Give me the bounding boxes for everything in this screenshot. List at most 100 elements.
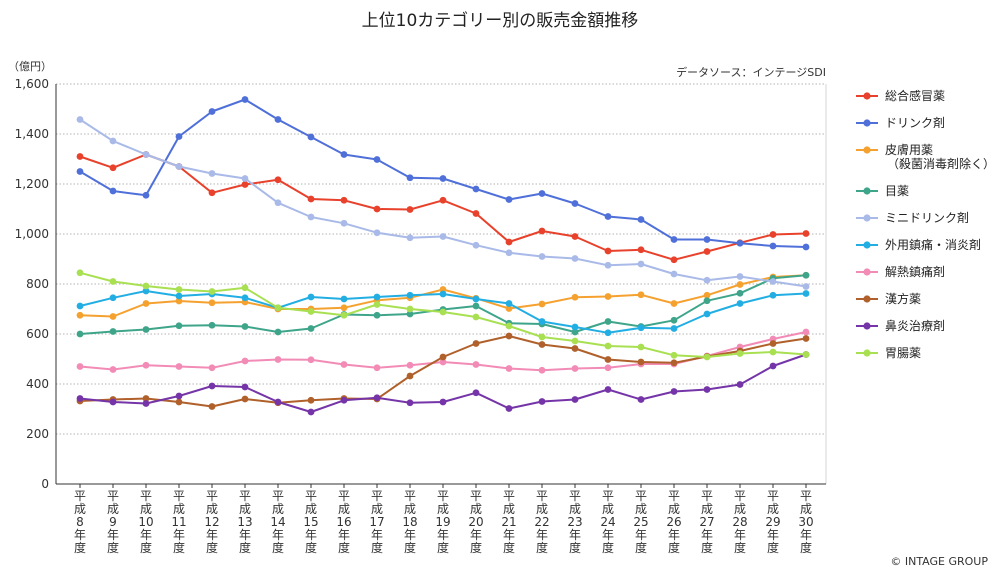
x-tick-label-part: 成 (668, 502, 680, 516)
x-tick-label-part: 30 (798, 515, 813, 529)
data-point (571, 255, 579, 262)
x-tick-label-part: 成 (239, 502, 251, 516)
data-point (538, 398, 546, 405)
data-point (571, 200, 579, 207)
x-tick-label-part: 成 (371, 502, 383, 516)
data-point (76, 269, 84, 277)
data-point (439, 175, 447, 182)
x-tick-label-part: 平 (272, 489, 284, 503)
y-tick-label: 600 (26, 327, 49, 341)
legend-label: 鼻炎治療剤 (885, 318, 945, 333)
data-point (109, 187, 117, 195)
legend-label: 漢方薬 (885, 291, 921, 306)
y-tick-label: 0 (41, 477, 49, 491)
x-tick-label-part: 平 (371, 489, 383, 503)
data-point (109, 398, 117, 406)
x-tick-label: 平成 11 年度 (171, 489, 186, 555)
data-point (571, 323, 579, 331)
y-tick-label: 1,600 (15, 77, 49, 91)
data-point (505, 238, 513, 246)
data-point (241, 175, 249, 182)
legend-label: 解熱鎮痛剤 (885, 264, 945, 279)
legend-swatch-marker (863, 214, 871, 222)
legend-label-line: 鼻炎治療剤 (885, 318, 945, 333)
data-point (439, 308, 447, 316)
x-tick-label-part: 19 (435, 515, 450, 529)
legend-label-line: 総合感冒薬 (885, 88, 945, 103)
x-tick-label-part: 23 (567, 515, 582, 529)
data-point (76, 330, 84, 338)
data-point (109, 328, 117, 335)
x-tick-label-part: 度 (437, 540, 449, 555)
legend-item-10: 胃腸薬 (856, 346, 921, 360)
x-tick-label-part: 年 (569, 528, 581, 542)
x-tick-label-part: 平 (437, 489, 449, 503)
x-tick-label-part: 度 (701, 540, 713, 555)
data-point (373, 205, 381, 213)
x-tick-label: 平成 8 年度 (74, 489, 86, 555)
data-point (703, 236, 711, 243)
y-tick-label: 800 (26, 277, 49, 291)
data-point (373, 364, 381, 372)
x-tick-label: 平成 15 年度 (303, 489, 318, 555)
data-point (175, 163, 183, 170)
chart-title: 上位10カテゴリー別の販売金額推移 (362, 10, 639, 31)
data-point (241, 323, 249, 330)
x-tick-label-part: 21 (501, 515, 516, 529)
x-tick-label-part: 年 (338, 528, 350, 542)
x-tick-label-part: 18 (402, 515, 417, 529)
data-point (241, 284, 249, 292)
x-tick-label-part: 平 (602, 489, 614, 503)
y-axis: 0 200 400 600 800 1,000 1,200 1,400 1,600 (15, 77, 827, 491)
x-tick-label-part: 年 (701, 528, 713, 542)
data-point (208, 288, 216, 295)
y-tick-label: 200 (26, 427, 49, 441)
data-point (571, 233, 579, 240)
data-point (373, 156, 381, 163)
data-point (307, 213, 315, 221)
y-tick-label: 1,400 (15, 127, 49, 141)
data-point (802, 271, 810, 279)
x-tick-label: 平成 30 年度 (798, 489, 813, 555)
data-point (307, 133, 315, 141)
series-5 (76, 116, 810, 290)
x-tick-label: 平成 9 年度 (107, 489, 119, 555)
data-point (175, 363, 183, 370)
data-point (505, 332, 513, 340)
data-point (736, 350, 744, 357)
x-tick-label-part: 年 (437, 528, 449, 542)
x-tick-label-part: 度 (173, 540, 185, 555)
data-point (604, 247, 612, 255)
legend-label-line: 目薬 (885, 184, 909, 198)
x-tick-label-part: 成 (734, 502, 746, 516)
data-point (604, 329, 612, 337)
data-point (802, 243, 810, 251)
y-axis-unit-label: （億円） (8, 60, 52, 73)
data-point (505, 365, 513, 372)
x-tick-label: 平成 19 年度 (435, 489, 450, 555)
data-point (472, 295, 480, 303)
data-point (307, 325, 315, 332)
data-point (175, 286, 183, 293)
data-point (208, 382, 216, 390)
x-tick-label-part: 成 (338, 502, 350, 516)
data-point (175, 133, 183, 140)
x-tick-label-part: 年 (767, 528, 779, 542)
x-tick-label-part: 平 (668, 489, 680, 503)
legend-item-1: 総合感冒薬 (856, 88, 945, 103)
data-point (142, 326, 150, 333)
x-tick-label: 平成 18 年度 (402, 489, 417, 555)
data-point (307, 356, 315, 364)
x-tick-label: 平成 12 年度 (204, 489, 219, 555)
x-tick-label-part: 平 (536, 489, 548, 503)
data-point (76, 363, 84, 370)
x-tick-label: 平成 13 年度 (237, 489, 252, 555)
x-tick-label-part: 度 (602, 540, 614, 555)
series-10 (76, 269, 810, 361)
x-tick-label-part: 成 (272, 502, 284, 516)
data-point (670, 300, 678, 307)
data-point (241, 357, 249, 365)
x-tick-label-part: 年 (602, 528, 614, 542)
data-point (406, 372, 414, 380)
data-point (670, 236, 678, 243)
